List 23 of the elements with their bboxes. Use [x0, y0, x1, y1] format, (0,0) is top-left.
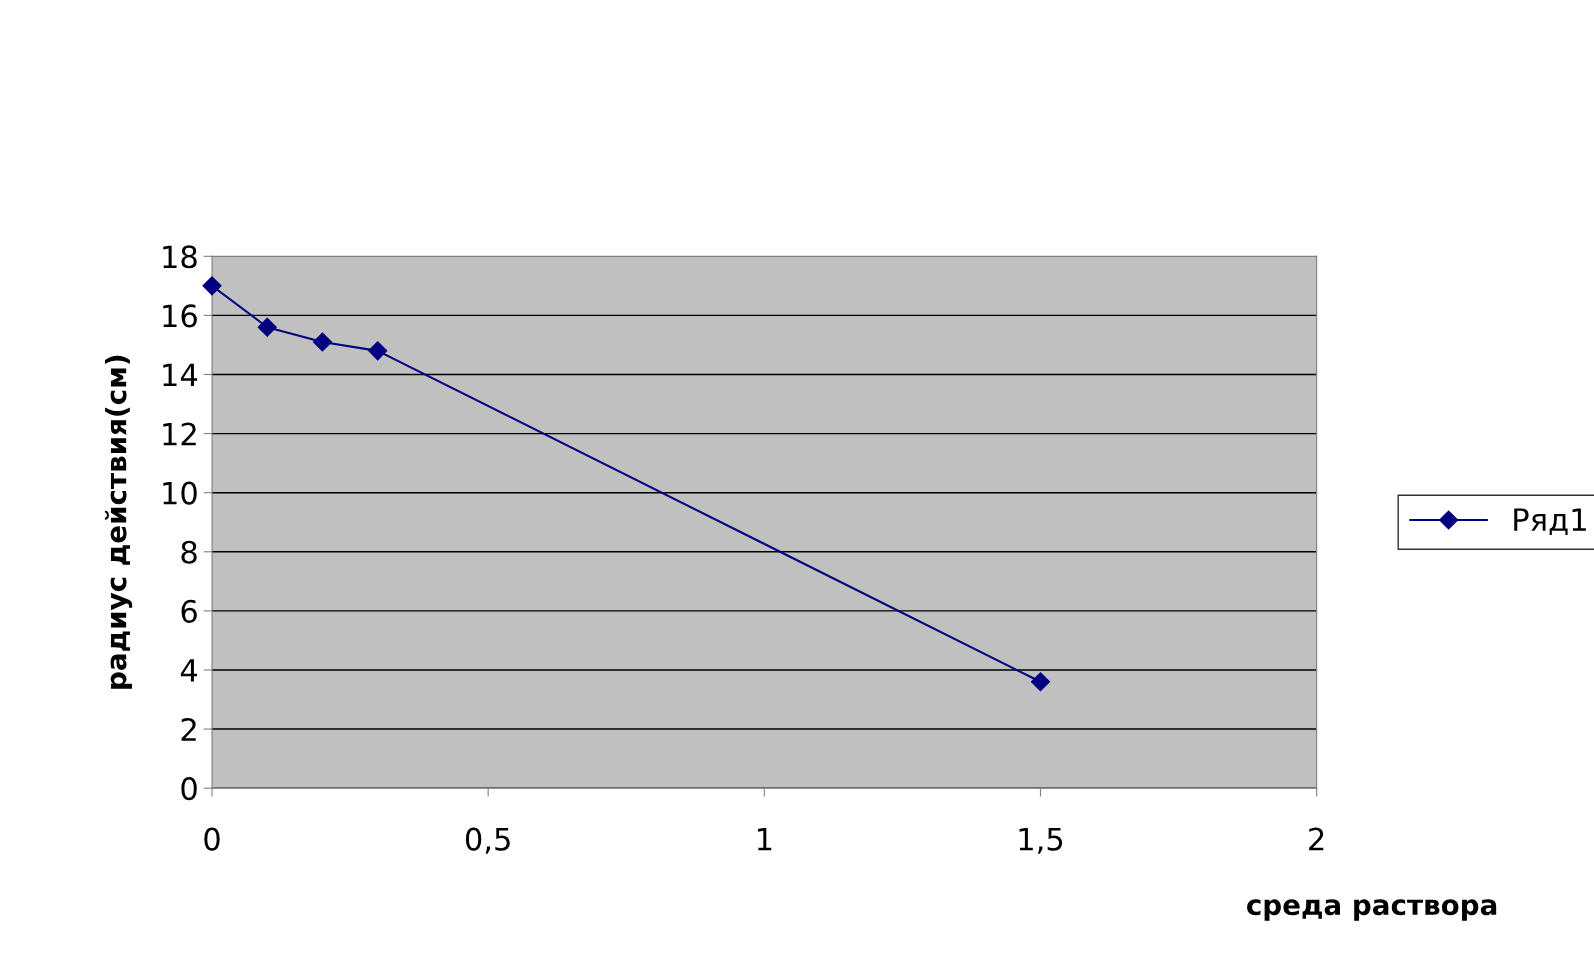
x-axis-title: среда раствора — [1247, 899, 1497, 921]
point — [202, 276, 222, 296]
x-tick-label: 1 — [757, 827, 772, 851]
point — [257, 317, 277, 337]
y-tick-label: 14 — [163, 363, 198, 387]
y-tick-label: 12 — [163, 422, 196, 446]
y-axis-title: радиус действия(см) — [104, 355, 133, 689]
y-tick-label: 8 — [181, 540, 197, 564]
point — [312, 332, 333, 352]
x-tick-label: 2 — [1309, 827, 1324, 851]
y-tick-label: 10 — [163, 481, 197, 505]
x-tick-label: 1,5 — [1019, 827, 1063, 854]
legend-label: Ряд1 — [1514, 508, 1586, 535]
y-tick-label: 2 — [181, 718, 196, 741]
y-tick-label: 6 — [181, 599, 197, 623]
y-tick-label: 16 — [163, 304, 197, 328]
x-tick-label: 0,5 — [465, 827, 510, 854]
y-tick-label: 4 — [180, 659, 198, 682]
y-tick-label: 18 — [163, 245, 197, 269]
point — [368, 341, 388, 361]
x-tick-label: 0 — [204, 827, 220, 851]
point — [1030, 672, 1051, 692]
y-tick-label: 0 — [181, 777, 197, 801]
